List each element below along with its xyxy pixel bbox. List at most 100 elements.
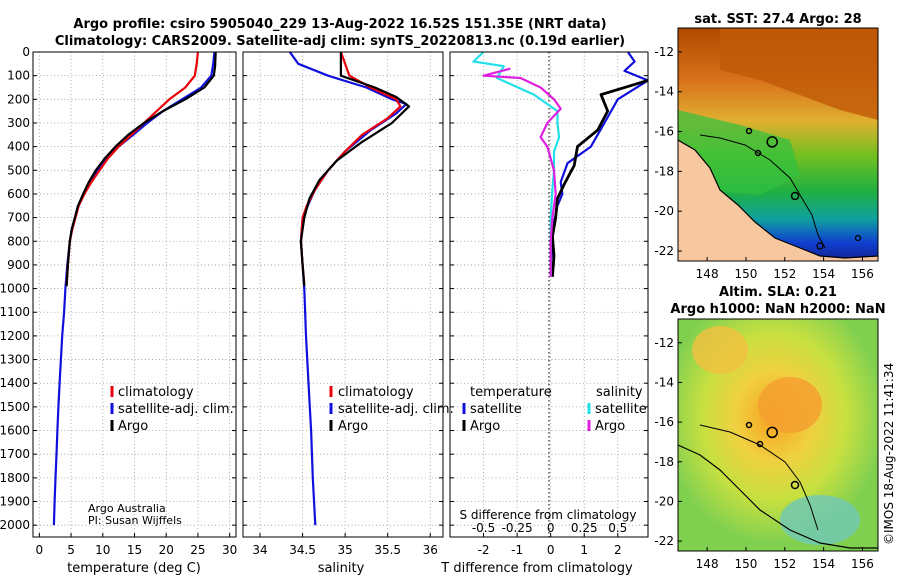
x-tick-label: 5 <box>67 543 75 557</box>
sla-reef-outline <box>699 424 819 531</box>
map-y-tick-label: -22 <box>654 534 674 548</box>
x-tick-label: 0 <box>36 543 44 557</box>
sla-reef-islet <box>790 480 800 490</box>
map-x-tick-label: 152 <box>773 557 796 571</box>
temperature-legend: climatology satellite-adj. clim. Argo <box>110 385 234 434</box>
map-y-tick-label: -16 <box>654 415 674 429</box>
legend-satellite-adj: satellite-adj. clim. <box>118 402 234 417</box>
sst-reef-outline <box>699 134 826 249</box>
y-tick-label: 900 <box>7 258 30 272</box>
y-tick-label: 0 <box>22 45 30 59</box>
temperature-xlabel: temperature (deg C) <box>67 561 201 576</box>
x2-tick-label: -0.25 <box>502 521 533 535</box>
map-x-tick-label: 156 <box>851 557 874 571</box>
y-tick-label: 1400 <box>0 376 30 390</box>
x-tick-label: -1 <box>511 543 523 557</box>
argo-float-marker <box>766 426 778 439</box>
sla-low-patch <box>780 495 860 545</box>
map-x-tick-label: 148 <box>696 267 719 281</box>
difference-xlabel: T difference from climatology <box>440 561 633 576</box>
series-line-salinity-argo <box>482 67 562 277</box>
y-tick-label: 100 <box>7 69 30 83</box>
y-tick-label: 400 <box>7 140 30 154</box>
sla-coastline <box>678 444 878 549</box>
map-y-tick-label: -14 <box>654 85 674 99</box>
x2-tick-label: -0.5 <box>472 521 495 535</box>
x2-tick-label: 0.25 <box>571 521 598 535</box>
x-tick-label: 25 <box>190 543 205 557</box>
x-tick-label: 30 <box>222 543 237 557</box>
sst-reef-islet <box>790 191 800 201</box>
sla-map-title: Altim. SLA: 0.21 <box>719 285 837 300</box>
map-y-tick-label: -20 <box>654 204 674 218</box>
y-tick-label: 700 <box>7 211 30 225</box>
legend-climatology: climatology <box>118 385 194 400</box>
x2-tick-label: 0 <box>547 521 555 535</box>
map-x-tick-label: 150 <box>735 267 758 281</box>
x-tick-label: 15 <box>127 543 142 557</box>
map-x-tick-label: 152 <box>773 267 796 281</box>
series-line-argo <box>65 52 217 287</box>
x-tick-label: 10 <box>95 543 110 557</box>
map-y-tick-label: -18 <box>654 455 674 469</box>
x-tick-label: 34 <box>252 543 267 557</box>
sla-high-patch <box>758 377 822 433</box>
sla-reef-islet <box>756 440 764 448</box>
x-tick-label: 2 <box>614 543 622 557</box>
legend-temp-satellite: satellite <box>470 402 522 417</box>
x-tick-label: 34.5 <box>289 543 316 557</box>
y-tick-label: 1100 <box>0 305 30 319</box>
legend-argo: Argo <box>118 419 148 434</box>
legend-temp-argo: Argo <box>470 419 500 434</box>
y-tick-label: 1600 <box>0 424 30 438</box>
map-y-tick-label: -18 <box>654 164 674 178</box>
difference-legend: temperature salinity satellite Argo sate… <box>462 385 647 434</box>
argo-float-marker <box>766 136 778 148</box>
map-x-tick-label: 154 <box>812 557 835 571</box>
map-y-tick-label: -14 <box>654 375 674 389</box>
sla-map-title2: Argo h1000: NaN h2000: NaN <box>670 302 885 317</box>
y-tick-label: 1300 <box>0 353 30 367</box>
salinity-xlabel: salinity <box>318 561 365 576</box>
copyright-timestamp: ©IMOS 18-Aug-2022 11:41:34 <box>882 363 896 545</box>
series-line-salinity-satellite <box>472 52 561 277</box>
sst-map <box>678 28 878 261</box>
x-tick-label: 35.5 <box>374 543 401 557</box>
legend-temperature-heading: temperature <box>470 385 552 400</box>
x-tick-label: 36 <box>423 543 438 557</box>
y-tick-label: 600 <box>7 187 30 201</box>
sla-map <box>678 319 878 551</box>
x-tick-label: 20 <box>159 543 174 557</box>
y-tick-label: 1900 <box>0 495 30 509</box>
figure-title-line2: Climatology: CARS2009. Satellite-adj cli… <box>55 34 625 49</box>
series-line-argo <box>299 52 411 287</box>
sst-map-title: sat. SST: 27.4 Argo: 28 <box>694 12 861 27</box>
x-tick-label: -2 <box>478 543 490 557</box>
map-y-tick-label: -22 <box>654 244 674 258</box>
salinity-plot-area <box>242 51 444 538</box>
y-tick-label: 2000 <box>0 518 30 532</box>
y-tick-label: 200 <box>7 92 30 106</box>
x2-tick-label: 0.5 <box>608 521 627 535</box>
map-x-tick-label: 156 <box>851 267 874 281</box>
x-tick-label: 0 <box>547 543 555 557</box>
sst-reef-islet <box>816 242 824 250</box>
y-tick-label: 1700 <box>0 447 30 461</box>
map-y-tick-label: -12 <box>654 336 674 350</box>
map-x-tick-label: 150 <box>735 557 758 571</box>
sst-coastline <box>678 139 878 259</box>
x-tick-label: 35 <box>337 543 352 557</box>
y-tick-label: 1000 <box>0 282 30 296</box>
sst-reef-islet <box>745 127 753 135</box>
credit-line2: PI: Susan Wijffels <box>88 514 182 527</box>
difference-x2label: S difference from climatology <box>460 508 637 522</box>
y-tick-label: 1200 <box>0 329 30 343</box>
map-x-tick-label: 148 <box>696 557 719 571</box>
salinity-legend: climatology satellite-adj. clim. Argo <box>329 385 454 434</box>
map-y-tick-label: -12 <box>654 45 674 59</box>
legend-sal-argo: Argo <box>595 419 625 434</box>
sst-land-mass <box>678 140 878 261</box>
y-tick-label: 800 <box>7 234 30 248</box>
legend-climatology: climatology <box>338 385 414 400</box>
